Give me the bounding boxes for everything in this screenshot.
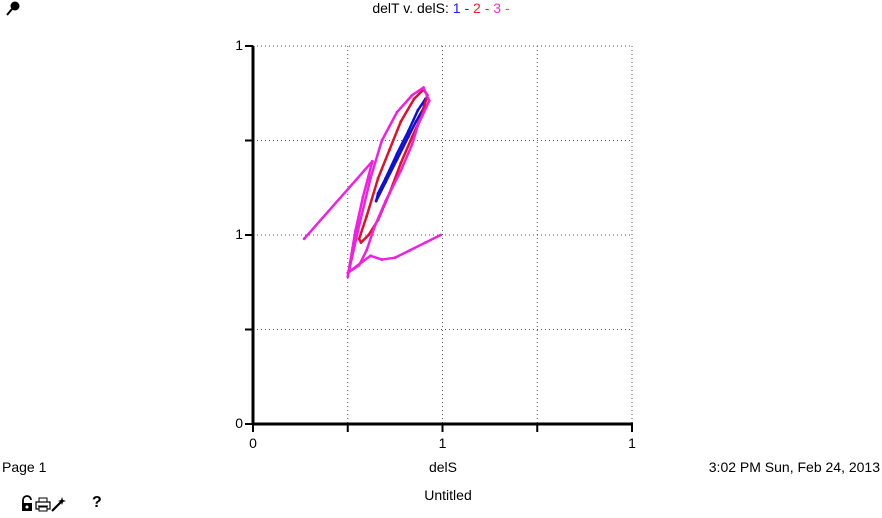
series-3-point: [422, 86, 425, 89]
series-1-point: [395, 152, 399, 156]
series-3-point: [302, 237, 306, 241]
document-title: Untitled: [424, 487, 472, 503]
bottom-toolbar: [20, 493, 66, 515]
series-1-label: 1 -: [452, 0, 470, 16]
lock-icon[interactable]: [20, 495, 34, 513]
series-3-point: [384, 199, 388, 203]
x-tick-label: 0: [249, 435, 257, 451]
x-tick-label: 1: [628, 435, 636, 451]
timestamp: 3:02 PM Sun, Feb 24, 2013: [708, 459, 880, 475]
series-3-point: [372, 226, 376, 229]
series-3-label: 3 -: [493, 0, 510, 16]
print-icon[interactable]: [35, 495, 51, 513]
series-3-point: [346, 271, 350, 275]
series-3-point: [365, 248, 369, 252]
chart-title-prefix: delT v. delS:: [372, 0, 449, 16]
series-3-point: [346, 275, 350, 278]
series-3-point: [357, 263, 361, 267]
series-3-point: [357, 224, 361, 227]
series-3-point: [410, 142, 414, 146]
series-2-point: [367, 233, 370, 237]
series-3-point: [380, 139, 384, 142]
wand-icon[interactable]: [50, 495, 66, 513]
help-button[interactable]: ?: [92, 494, 102, 511]
series-1-point: [384, 180, 388, 184]
series-3-point: [408, 248, 412, 252]
series-3-point: [369, 176, 372, 180]
series-3-point: [393, 256, 397, 260]
series-1-point: [384, 176, 388, 180]
series-3-point: [410, 93, 414, 97]
series-2-point: [410, 135, 414, 139]
series-3-point: [370, 159, 374, 163]
series-3-point: [361, 195, 365, 199]
series-2-point: [376, 176, 380, 180]
series-3-point: [439, 233, 443, 237]
series-2-label: 2 -: [473, 0, 490, 16]
y-tick-label: 1: [235, 37, 243, 53]
series-2-point: [399, 161, 403, 165]
series-3-point: [369, 254, 372, 258]
series-3-point: [427, 99, 431, 103]
series-3-point: [395, 110, 399, 114]
series-3-point: [416, 123, 420, 127]
series-3-line: [302, 86, 442, 278]
series-2-point: [399, 120, 403, 123]
series-1-point: [414, 120, 418, 123]
y-tick-label: 1: [235, 226, 243, 242]
page-label: Page 1: [2, 459, 47, 475]
x-axis-label: delS: [428, 459, 458, 475]
series-1-point: [406, 135, 410, 139]
series-2-point: [412, 97, 416, 101]
series-3-point: [353, 229, 357, 233]
chart-title: delT v. delS: 1 - 2 - 3 -: [0, 0, 882, 16]
series-1-point: [395, 158, 399, 161]
series-1-point: [406, 129, 410, 133]
x-tick-label: 1: [439, 435, 447, 451]
pin-icon[interactable]: [4, 0, 22, 18]
series-1-point: [376, 192, 380, 195]
series-2-point: [357, 237, 361, 241]
y-tick-label: 0: [235, 415, 243, 431]
series-1-line: [374, 97, 427, 203]
series-3-point: [424, 241, 427, 244]
series-2-point: [359, 241, 363, 244]
series-3-point: [399, 169, 403, 173]
series-2-point: [388, 148, 391, 152]
series-1-point: [374, 199, 378, 203]
series-3-point: [380, 258, 384, 261]
series-2-point: [365, 214, 369, 218]
series-1-point: [416, 108, 420, 112]
